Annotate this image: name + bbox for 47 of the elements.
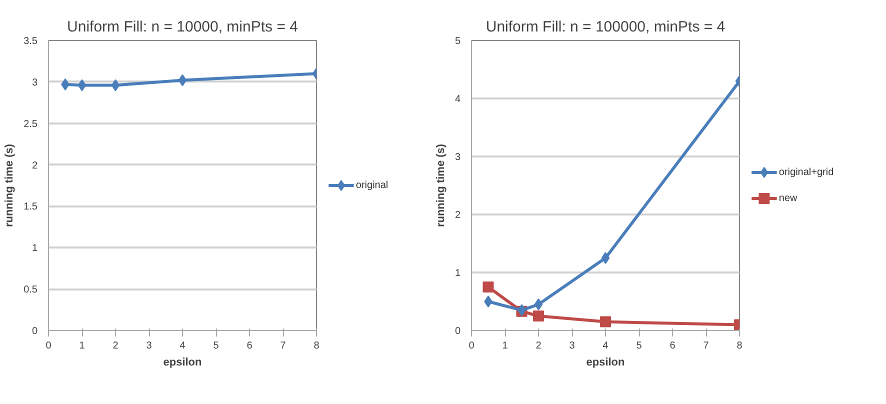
y-tick-label: 3.5 — [24, 36, 38, 47]
x-tick-label: 2 — [112, 340, 119, 352]
x-axis-title: epsilon — [163, 356, 202, 368]
point — [533, 310, 544, 322]
y-tick-label: 3 — [32, 77, 38, 88]
point — [601, 252, 610, 264]
y-tick-label: 1 — [454, 268, 461, 279]
point — [600, 316, 611, 328]
y-tick-label: 5 — [454, 36, 461, 47]
y-tick-label: 2 — [32, 160, 38, 172]
chart-title: Uniform Fill: n = 100000, minPts = 4 — [486, 18, 726, 36]
legend-label: original — [356, 180, 388, 191]
x-tick-label: 4 — [602, 340, 609, 352]
y-tick-label: 1.5 — [24, 202, 38, 213]
x-tick-label: 5 — [213, 340, 220, 352]
x-tick-label: 5 — [636, 340, 642, 352]
x-tick-label: 3 — [569, 340, 576, 352]
point — [482, 282, 494, 292]
y-axis-title: running time (s) — [434, 144, 447, 228]
y-tick-label: 2 — [454, 210, 461, 221]
x-tick-label: 7 — [280, 340, 286, 352]
chart-title: Uniform Fill: n = 10000, minPts = 4 — [67, 18, 298, 36]
y-tick-label: 0 — [454, 326, 461, 337]
y-tick-label: 3 — [454, 152, 461, 163]
x-tick-label: 7 — [703, 340, 710, 352]
y-tick-label: 1 — [32, 243, 38, 254]
x-tick-label: 1 — [79, 340, 86, 352]
x-tick-label: 3 — [146, 340, 152, 352]
y-axis-title: running time (s) — [4, 144, 16, 228]
x-tick-label: 1 — [502, 340, 508, 352]
x-tick-label: 2 — [536, 340, 542, 352]
x-tick-label: 0 — [46, 340, 52, 352]
x-tick-label: 0 — [468, 340, 475, 352]
x-tick-label: 6 — [670, 340, 676, 352]
y-tick-label: 4 — [454, 94, 461, 105]
legend-label: new — [778, 193, 798, 204]
y-tick-label: 0 — [32, 326, 38, 337]
legend-label: original+grid — [778, 166, 834, 178]
x-tick-label: 4 — [180, 340, 186, 352]
point — [534, 298, 543, 310]
point — [484, 296, 492, 308]
x-tick-label: 8 — [314, 340, 320, 352]
y-tick-label: 0.5 — [24, 284, 38, 296]
x-tick-label: 6 — [246, 340, 253, 352]
x-tick-label: 8 — [736, 340, 743, 352]
y-tick-label: 2.5 — [24, 118, 38, 130]
x-axis-title: epsilon — [586, 356, 626, 368]
